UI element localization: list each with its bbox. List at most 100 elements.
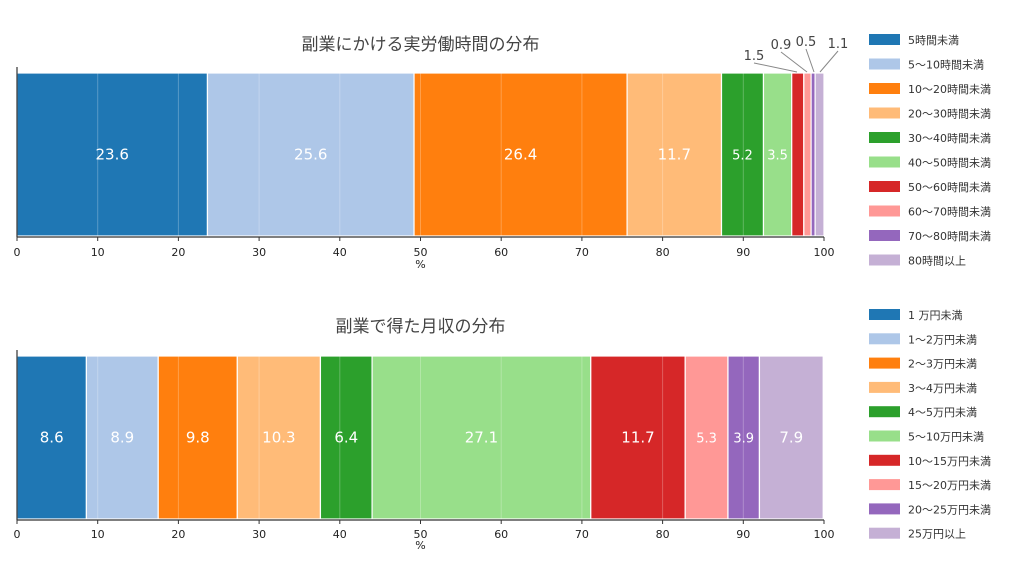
- bar-segment: [720, 72, 765, 237]
- bar-segment: [814, 72, 825, 237]
- legend-swatch: [869, 58, 900, 70]
- legend-swatch: [869, 430, 900, 442]
- legend-swatch: [869, 107, 900, 119]
- legend-swatch: [869, 357, 900, 369]
- x-tick-label: 20: [171, 246, 185, 259]
- data-label: 8.6: [40, 429, 64, 447]
- legend-label: 60～70時間未満: [908, 206, 991, 219]
- leader-line: [753, 62, 798, 73]
- data-label: 11.7: [658, 146, 691, 164]
- bar-segment: [16, 355, 88, 520]
- legend-swatch: [869, 34, 900, 45]
- bar-segment: [413, 72, 628, 237]
- x-tick-label: 10: [91, 246, 105, 259]
- legend-swatch: [869, 479, 900, 491]
- legend-swatch: [869, 205, 900, 217]
- legend-swatch: [869, 406, 900, 418]
- x-tick-label: 80: [656, 528, 670, 541]
- legend-swatch: [869, 333, 900, 345]
- bar-segment: [791, 72, 805, 237]
- legend-swatch: [869, 132, 900, 143]
- data-label: 23.6: [96, 146, 129, 164]
- x-tick-label: 80: [656, 246, 670, 259]
- leader-line: [780, 51, 808, 73]
- data-label: 1.1: [828, 37, 849, 52]
- x-tick-label: 90: [736, 528, 750, 541]
- legend: 1 万円未満 1～2万円未満 2～3万円未満 3～4万円未満 4～5万円未満 5～10万円…: [869, 309, 991, 541]
- data-label: 5.2: [732, 149, 753, 164]
- x-tick-label: 0: [14, 246, 21, 259]
- legend-swatch: [869, 503, 900, 515]
- data-label: 7.9: [779, 429, 803, 447]
- legend-label: 25万円以上: [908, 528, 966, 541]
- x-tick-label: 40: [333, 528, 347, 541]
- x-tick-label: 30: [252, 528, 266, 541]
- data-label: 3.5: [767, 149, 788, 164]
- legend-label: 5～10万円未満: [908, 431, 984, 444]
- x-axis-label: %: [415, 258, 425, 271]
- legend-swatch: [869, 230, 900, 241]
- data-label: 26.4: [504, 146, 537, 164]
- bar-segment: [371, 355, 592, 520]
- chart-title: 副業で得た月収の分布: [336, 317, 506, 337]
- data-label: 6.4: [334, 429, 358, 447]
- data-label: 25.6: [294, 146, 327, 164]
- data-label: 11.7: [621, 429, 654, 447]
- x-tick-label: 0: [14, 528, 21, 541]
- chart-title: 副業にかける実労働時間の分布: [302, 35, 540, 55]
- bar-segment: [319, 355, 373, 520]
- x-tick-label: 50: [414, 528, 428, 541]
- legend-label: 10～20時間未満: [908, 83, 991, 96]
- data-label: 10.3: [262, 429, 295, 447]
- legend-label: 2～3万円未満: [908, 358, 977, 371]
- x-tick-label: 70: [575, 246, 589, 259]
- x-tick-label: 50: [414, 246, 428, 259]
- bar-segment: [206, 72, 415, 237]
- bar-segment: [236, 355, 322, 520]
- x-tick-label: 10: [91, 528, 105, 541]
- x-tick-label: 40: [333, 246, 347, 259]
- bar-segment: [727, 355, 761, 520]
- bar-segment: [16, 72, 209, 237]
- x-tick-label: 100: [814, 246, 835, 259]
- legend-label: 4～5万円未満: [908, 406, 977, 419]
- chart-2: 副業で得た月収の分布 8.6 8.9 9.8 10.3 6.4 27.1 11.7 5.3 3.9…: [14, 309, 991, 552]
- data-label: 3.9: [733, 432, 754, 447]
- legend-label: 80時間以上: [908, 255, 966, 268]
- bar-segment: [590, 355, 686, 520]
- legend-label: 40～50時間未満: [908, 157, 991, 170]
- legend-swatch: [869, 527, 900, 539]
- chart-1: 副業にかける実労働時間の分布 23.6 25.6 26.4 11.7 5.2 3.5 1.5 0…: [14, 34, 991, 271]
- data-label: 0.9: [771, 38, 792, 53]
- legend: 5時間未満 5～10時間未満 10～20時間未満 20～30時間未満 30～40時間未満…: [869, 34, 991, 268]
- legend-label: 1～2万円未満: [908, 333, 977, 346]
- bar-segment: [157, 355, 238, 520]
- legend-swatch: [869, 381, 900, 393]
- data-label: 0.5: [796, 35, 817, 50]
- data-label: 9.8: [186, 429, 210, 447]
- x-tick-label: 70: [575, 528, 589, 541]
- legend-label: 20～30時間未満: [908, 108, 991, 121]
- bar-segment: [684, 355, 729, 520]
- x-tick-label: 60: [494, 246, 508, 259]
- data-label: 1.5: [744, 49, 765, 64]
- data-label: 27.1: [465, 429, 498, 447]
- legend-label: 30～40時間未満: [908, 132, 991, 145]
- legend-label: 5時間未満: [908, 34, 959, 47]
- legend-label: 70～80時間未満: [908, 230, 991, 243]
- bar-segment: [626, 72, 723, 237]
- legend-label: 15～20万円未満: [908, 479, 991, 492]
- x-tick-label: 20: [171, 528, 185, 541]
- x-tick-label: 60: [494, 528, 508, 541]
- legend-swatch: [869, 156, 900, 168]
- data-label: 8.9: [110, 429, 134, 447]
- leader-line: [819, 50, 839, 73]
- legend-label: 10～15万円未満: [908, 455, 991, 468]
- legend-swatch: [869, 254, 900, 266]
- legend-swatch: [869, 309, 900, 320]
- x-tick-label: 100: [814, 528, 835, 541]
- legend-swatch: [869, 181, 900, 192]
- legend-label: 5～10時間未満: [908, 59, 984, 72]
